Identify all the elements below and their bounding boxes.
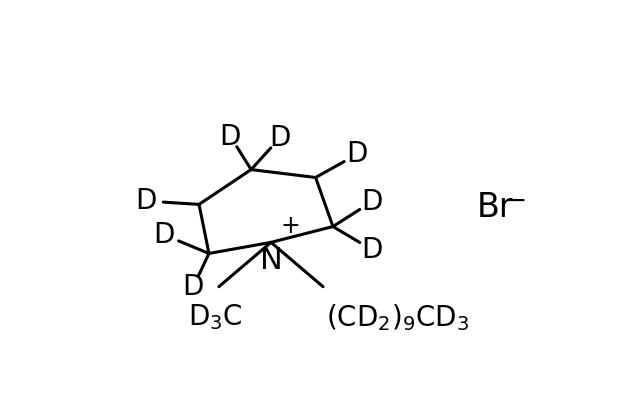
Text: Br: Br	[477, 191, 513, 224]
Text: D: D	[136, 187, 157, 215]
Text: D: D	[182, 273, 204, 301]
Text: D: D	[220, 122, 241, 150]
Text: D: D	[346, 140, 368, 168]
Text: +: +	[281, 214, 301, 238]
Text: D: D	[362, 188, 383, 216]
Text: $\mathregular{(CD_2)_9CD_3}$: $\mathregular{(CD_2)_9CD_3}$	[326, 302, 468, 332]
Text: −: −	[504, 187, 527, 215]
Text: N: N	[260, 246, 282, 275]
Text: $\mathregular{D_3C}$: $\mathregular{D_3C}$	[188, 302, 242, 332]
Text: D: D	[269, 125, 290, 152]
Text: D: D	[154, 221, 175, 249]
Text: D: D	[362, 236, 383, 264]
